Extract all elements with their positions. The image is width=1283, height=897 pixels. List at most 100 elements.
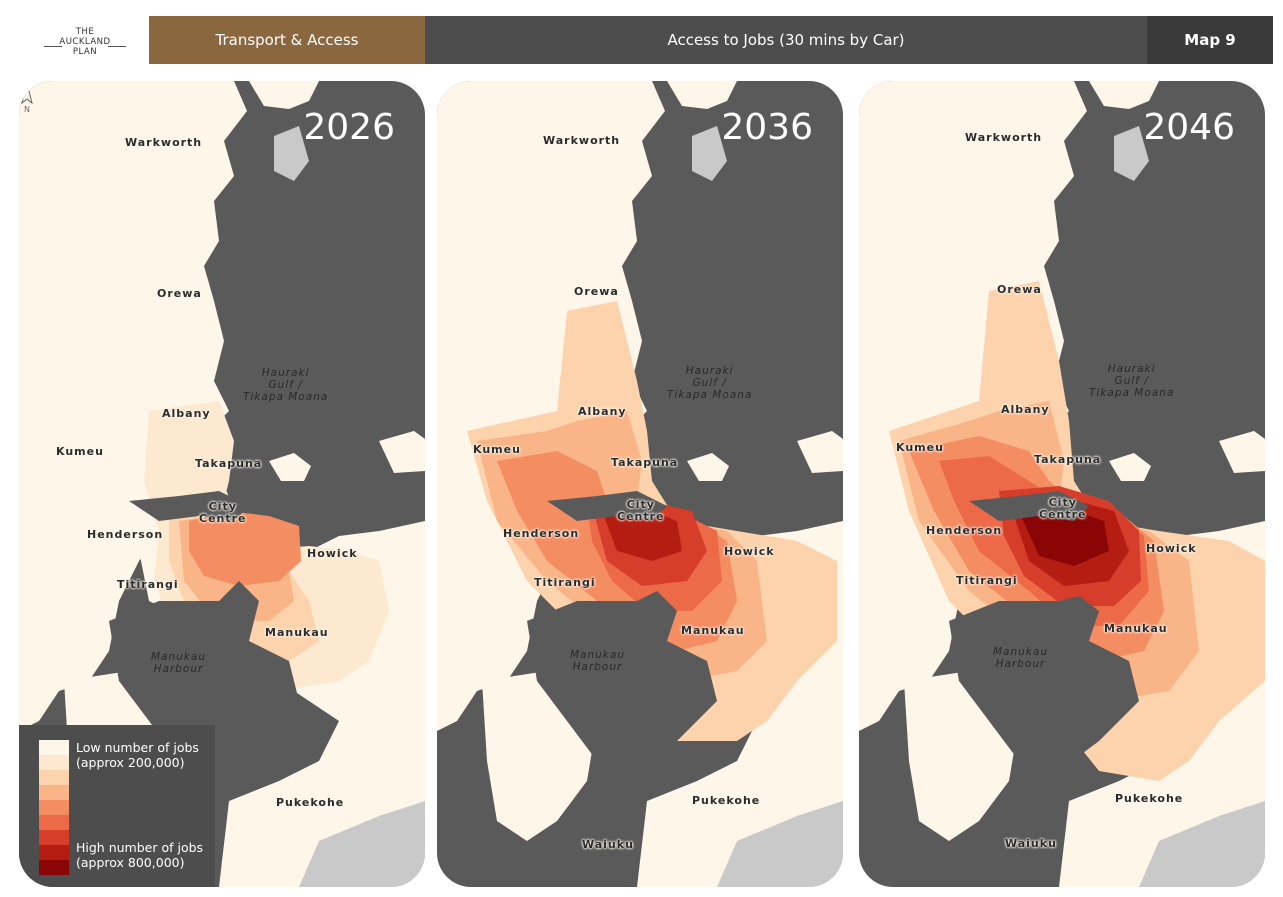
label-manukau-harbour: Manukau Harbour	[570, 649, 625, 673]
place-manukau: Manukau	[681, 624, 745, 637]
place-pukekohe: Pukekohe	[1115, 792, 1184, 805]
map-number-bar: Map 9	[1147, 16, 1273, 64]
water-waitemata	[129, 491, 249, 521]
map-panel-2026: 2026 N Warkworth Orewa Albany Kumeu Taka…	[19, 81, 425, 887]
land-rangitoto	[687, 453, 729, 481]
place-warkworth: Warkworth	[125, 136, 203, 149]
logo-line-3: PLAN	[72, 47, 98, 57]
year-label: 2026	[303, 107, 395, 148]
label-hauraki-gulf: Hauraki Gulf / Tikapa Moana	[667, 365, 753, 401]
label-hauraki-gulf: Hauraki Gulf / Tikapa Moana	[243, 367, 329, 403]
place-howick: Howick	[307, 547, 358, 560]
water-waitemata	[969, 491, 1089, 521]
place-howick: Howick	[1146, 542, 1197, 555]
legend: Low number of jobs (approx 200,000) High…	[19, 725, 215, 887]
logo-line-2: AUCKLAND	[59, 37, 111, 47]
place-albany: Albany	[578, 405, 627, 418]
legend-swatch-1	[39, 740, 69, 755]
land-island-grey	[692, 126, 727, 181]
map-graphic	[437, 81, 843, 887]
north-arrow-icon: N	[21, 82, 33, 113]
access-zone-peak	[602, 509, 682, 561]
place-kumeu: Kumeu	[56, 445, 104, 458]
place-orewa: Orewa	[997, 283, 1042, 296]
legend-low-label: Low number of jobs	[76, 740, 199, 755]
auckland-plan-logo: THE AUCKLAND PLAN	[40, 24, 130, 64]
place-takapuna: Takapuna	[611, 456, 679, 469]
legend-swatch-2	[39, 755, 69, 770]
map-panel-2046: 2046 Warkworth Orewa Albany Kumeu Takapu…	[859, 81, 1265, 887]
legend-swatch-6	[39, 815, 69, 830]
place-kumeu: Kumeu	[896, 441, 944, 454]
place-henderson: Henderson	[503, 527, 580, 540]
land-rangitoto	[1109, 453, 1151, 481]
legend-high-value: (approx 800,000)	[76, 855, 185, 870]
place-takapuna: Takapuna	[1034, 453, 1102, 466]
land-waiheke	[379, 431, 425, 473]
place-albany: Albany	[1001, 403, 1050, 416]
place-henderson: Henderson	[87, 528, 164, 541]
year-label: 2046	[1143, 107, 1235, 148]
place-manukau: Manukau	[1104, 622, 1168, 635]
legend-low-value: (approx 200,000)	[76, 755, 185, 770]
land-north-east	[667, 81, 737, 109]
water-manukau-harbour	[109, 581, 299, 771]
map-title-bar: Access to Jobs (30 mins by Car)	[425, 16, 1147, 64]
place-manukau: Manukau	[265, 626, 329, 639]
label-manukau-harbour: Manukau Harbour	[993, 646, 1048, 670]
water-waitemata	[547, 491, 667, 521]
place-city-centre: City Centre	[199, 500, 247, 525]
logo-line-1: THE	[75, 27, 95, 37]
place-pukekohe: Pukekohe	[276, 796, 345, 809]
land-waiheke	[1219, 431, 1265, 473]
logo-rule-right	[108, 46, 126, 47]
place-takapuna: Takapuna	[195, 457, 263, 470]
place-orewa: Orewa	[574, 285, 619, 298]
land-south-grey	[717, 801, 843, 887]
land-rangitoto	[269, 453, 311, 481]
place-titirangi: Titirangi	[956, 574, 1018, 587]
legend-swatch-8	[39, 845, 69, 860]
place-howick: Howick	[724, 545, 775, 558]
water-manukau-harbour	[949, 596, 1139, 771]
place-city-centre: City Centre	[617, 498, 665, 523]
land-north-east	[1089, 81, 1159, 109]
place-albany: Albany	[162, 407, 211, 420]
map-graphic	[19, 81, 425, 887]
legend-high-label: High number of jobs	[76, 840, 204, 855]
water-manukau-harbour	[527, 591, 717, 771]
land-south-grey	[299, 801, 425, 887]
place-warkworth: Warkworth	[965, 131, 1043, 144]
place-titirangi: Titirangi	[117, 578, 179, 591]
place-kumeu: Kumeu	[473, 443, 521, 456]
place-waiuku: Waiuku	[582, 838, 634, 851]
year-label: 2036	[721, 107, 813, 148]
land-island-grey	[1114, 126, 1149, 181]
legend-swatch-5	[39, 800, 69, 815]
label-hauraki-gulf: Hauraki Gulf / Tikapa Moana	[1089, 363, 1175, 399]
legend-swatch-9	[39, 860, 69, 875]
map-panel-2036: 2036 Warkworth Orewa Albany Kumeu Takapu…	[437, 81, 843, 887]
logo-rule-left	[44, 46, 62, 47]
place-waiuku: Waiuku	[1005, 837, 1057, 850]
theme-bar: Transport & Access	[149, 16, 425, 64]
place-titirangi: Titirangi	[534, 576, 596, 589]
place-city-centre: City Centre	[1039, 496, 1087, 521]
land-north-west	[19, 81, 247, 731]
legend-swatch-4	[39, 785, 69, 800]
map-graphic	[859, 81, 1265, 887]
land-north-west	[437, 81, 665, 731]
land-island-grey	[274, 126, 309, 181]
legend-swatch-7	[39, 830, 69, 845]
land-north-east	[249, 81, 319, 109]
access-zone-core	[189, 511, 301, 586]
place-orewa: Orewa	[157, 287, 202, 300]
place-henderson: Henderson	[926, 524, 1003, 537]
land-waiheke	[797, 431, 843, 473]
place-pukekohe: Pukekohe	[692, 794, 761, 807]
label-manukau-harbour: Manukau Harbour	[151, 651, 206, 675]
land-south-grey	[1139, 801, 1265, 887]
place-warkworth: Warkworth	[543, 134, 621, 147]
svg-text:N: N	[24, 105, 30, 113]
access-zone-peak	[1019, 509, 1109, 566]
